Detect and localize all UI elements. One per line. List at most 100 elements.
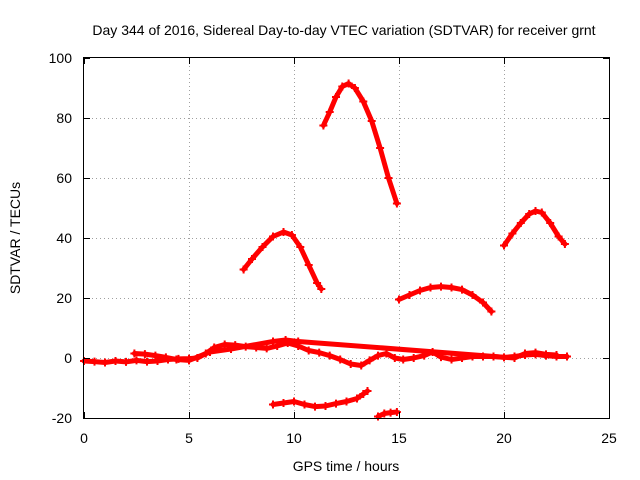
data-point (531, 207, 540, 215)
data-point (350, 84, 359, 92)
data-point (338, 82, 347, 91)
data-point (447, 355, 456, 364)
data-point (311, 402, 319, 411)
data-point (384, 174, 393, 182)
x-tick-label: 10 (286, 430, 302, 446)
series-negative-segment-9-13.5h (269, 387, 372, 411)
series-trace (396, 284, 494, 314)
data-point (376, 144, 385, 152)
tick-labels: 0 5 10 15 20 25 -20 0 20 40 60 80 100 (49, 50, 617, 446)
data-point (344, 79, 353, 88)
data-point (111, 357, 120, 365)
data-point (122, 357, 130, 366)
data-point (531, 348, 540, 357)
data-point (315, 348, 324, 357)
data-point (332, 399, 340, 408)
data-point (437, 282, 445, 291)
data-point (365, 356, 374, 365)
series-arc-20-22.9h (500, 207, 569, 250)
data-point (546, 219, 555, 227)
data-point (279, 228, 288, 236)
chart-title: Day 344 of 2016, Sidereal Day-to-day VTE… (92, 22, 595, 38)
x-tick-label: 25 (601, 430, 617, 446)
y-tick-label: 20 (56, 290, 72, 306)
data-point (353, 394, 361, 403)
data-point (346, 360, 355, 368)
data-point (130, 349, 139, 358)
data-point (317, 285, 326, 293)
data-point (304, 346, 313, 355)
data-point (359, 390, 368, 398)
data-point (269, 232, 277, 241)
data-point (521, 349, 529, 358)
data-point (563, 352, 571, 361)
data-point (458, 285, 466, 294)
data-point (296, 243, 305, 251)
data-point (525, 210, 534, 218)
data-point (367, 117, 376, 125)
data-point (552, 351, 561, 359)
data-point (185, 356, 193, 365)
data-point (101, 358, 109, 367)
data-point (510, 354, 519, 362)
data-point (132, 356, 141, 365)
data-point (269, 400, 277, 409)
data-point (269, 337, 277, 346)
data-point (542, 350, 550, 359)
data-point (426, 283, 435, 292)
x-tick-label: 0 (80, 430, 88, 446)
data-point (468, 291, 477, 299)
series-trace (131, 337, 559, 363)
data-point (516, 219, 525, 227)
y-tick-label: 80 (56, 110, 72, 126)
axis-ticks (84, 58, 610, 419)
data-point (143, 357, 151, 366)
data-point (258, 243, 267, 251)
data-point (479, 298, 487, 307)
data-point (336, 355, 345, 364)
data-point (227, 345, 235, 353)
series-arc-15-19.4h (395, 282, 496, 316)
data-point (206, 348, 214, 356)
data-point (342, 397, 351, 406)
data-point (300, 400, 309, 409)
data-point (447, 283, 456, 292)
x-tick-label: 15 (391, 430, 407, 446)
data-point (500, 241, 508, 250)
data-point (319, 121, 328, 130)
data-point (560, 240, 569, 248)
data-point (405, 291, 414, 299)
data-point (374, 351, 382, 360)
data-point (325, 108, 334, 116)
plot-frame (83, 57, 610, 419)
data-point (220, 340, 229, 349)
data-point (487, 307, 496, 316)
data-point (281, 336, 290, 344)
data-point (239, 265, 248, 274)
data-point (90, 357, 99, 366)
x-tick-label: 5 (185, 430, 193, 446)
series-trace (241, 229, 324, 292)
data-point (392, 199, 401, 208)
data-series (80, 79, 571, 421)
data-point (313, 279, 322, 287)
data-point (409, 354, 418, 362)
data-point (290, 397, 298, 406)
data-point (161, 353, 170, 362)
data-point (151, 351, 160, 360)
x-tick-label: 20 (496, 430, 512, 446)
data-point (390, 354, 399, 362)
data-point (287, 231, 296, 239)
data-point (248, 255, 256, 263)
data-point (262, 344, 271, 353)
y-tick-label: 100 (49, 50, 73, 66)
y-tick-label: 0 (64, 350, 72, 366)
data-point (416, 286, 424, 295)
series-arc-7.5-11.3h (239, 228, 326, 293)
data-point (374, 412, 382, 421)
data-point (279, 399, 288, 407)
series-trace (501, 208, 568, 248)
data-point (140, 350, 149, 359)
data-point (508, 229, 517, 238)
